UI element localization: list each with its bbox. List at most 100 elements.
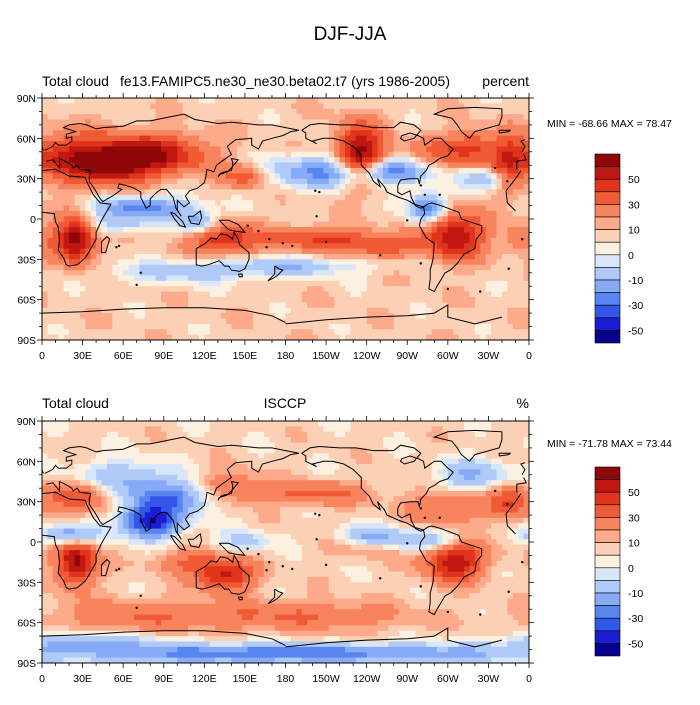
heatmap-cell: [280, 222, 286, 228]
heatmap-cell: [318, 270, 324, 276]
heatmap-cell: [480, 120, 486, 126]
heatmap-cell: [313, 448, 319, 454]
heatmap-cell: [432, 443, 438, 449]
heatmap-cell: [302, 308, 308, 314]
heatmap-cell: [96, 98, 102, 104]
heatmap-cell: [286, 136, 292, 142]
heatmap-cell: [204, 453, 210, 459]
heatmap-cell: [513, 275, 519, 281]
heatmap-cell: [166, 249, 172, 255]
heatmap-cell: [388, 168, 394, 174]
heatmap-cell: [145, 130, 151, 136]
heatmap-cell: [215, 184, 221, 190]
heatmap-cell: [410, 259, 416, 265]
heatmap-cell: [134, 329, 140, 335]
heatmap-cell: [302, 216, 308, 222]
heatmap-cell: [518, 286, 524, 292]
heatmap-cell: [53, 146, 59, 152]
heatmap-cell: [172, 443, 178, 449]
heatmap-cell: [172, 421, 178, 427]
heatmap-cell: [129, 222, 135, 228]
heatmap-cell: [426, 448, 432, 454]
heatmap-cell: [367, 157, 373, 163]
heatmap-cell: [264, 249, 270, 255]
heatmap-cell: [291, 232, 297, 238]
heatmap-cell: [334, 195, 340, 201]
heatmap-cell: [383, 98, 389, 104]
x-tick-label: 90W: [396, 350, 418, 362]
heatmap-cell: [183, 125, 189, 131]
heatmap-cell: [291, 329, 297, 335]
island-mark: [521, 238, 523, 240]
heatmap-cell: [361, 281, 367, 287]
heatmap-cell: [166, 157, 172, 163]
heatmap-cell: [215, 275, 221, 281]
heatmap-cell: [80, 238, 86, 244]
heatmap-cell: [69, 227, 75, 233]
heatmap-cell: [340, 432, 346, 438]
heatmap-cell: [199, 163, 205, 169]
heatmap-cell: [329, 222, 335, 228]
heatmap-cell: [334, 211, 340, 217]
heatmap-cell: [102, 318, 108, 324]
heatmap-cell: [194, 281, 200, 287]
heatmap-cell: [323, 216, 329, 222]
heatmap-cell: [426, 292, 432, 298]
heatmap-cell: [329, 184, 335, 190]
heatmap-cell: [150, 318, 156, 324]
heatmap-cell: [118, 259, 124, 265]
heatmap-cell: [459, 141, 465, 147]
heatmap-cell: [388, 179, 394, 185]
heatmap-cell: [145, 421, 151, 427]
heatmap-cell: [399, 222, 405, 228]
heatmap-cell: [102, 222, 108, 228]
heatmap-cell: [123, 238, 129, 244]
heatmap-cell: [161, 163, 167, 169]
heatmap-cell: [480, 179, 486, 185]
heatmap-cell: [96, 136, 102, 142]
heatmap-cell: [426, 421, 432, 427]
heatmap-cell: [469, 421, 475, 427]
heatmap-cell: [459, 459, 465, 465]
heatmap-cell: [85, 130, 91, 136]
heatmap-cell: [513, 136, 519, 142]
heatmap-cell: [394, 437, 400, 443]
heatmap-cell: [264, 232, 270, 238]
heatmap-cell: [107, 109, 113, 115]
heatmap-cell: [58, 206, 64, 212]
heatmap-cell: [286, 179, 292, 185]
heatmap-cell: [172, 254, 178, 260]
heatmap-cell: [318, 152, 324, 158]
heatmap-cell: [199, 136, 205, 142]
heatmap-cell: [166, 421, 172, 427]
heatmap-cell: [150, 152, 156, 158]
heatmap-cell: [129, 421, 135, 427]
heatmap-cell: [248, 243, 254, 249]
heatmap-cell: [145, 254, 151, 260]
heatmap-cell: [286, 292, 292, 298]
heatmap-cell: [42, 329, 48, 335]
heatmap-cell: [204, 189, 210, 195]
heatmap-cell: [129, 243, 135, 249]
heatmap-cell: [53, 292, 59, 298]
heatmap-cell: [291, 98, 297, 104]
heatmap-cell: [469, 297, 475, 303]
heatmap-cell: [437, 302, 443, 308]
heatmap-cell: [253, 259, 259, 265]
heatmap-cell: [134, 292, 140, 298]
heatmap-cell: [156, 109, 162, 115]
heatmap-cell: [231, 249, 237, 255]
heatmap-cell: [367, 152, 373, 158]
heatmap-cell: [215, 146, 221, 152]
heatmap-cell: [231, 206, 237, 212]
heatmap-cell: [405, 281, 411, 287]
heatmap-cell: [177, 179, 183, 185]
heatmap-cell: [296, 157, 302, 163]
heatmap-cell: [215, 114, 221, 120]
heatmap-cell: [296, 318, 302, 324]
heatmap-cell: [221, 459, 227, 465]
heatmap-cell: [318, 308, 324, 314]
heatmap-cell: [334, 243, 340, 249]
heatmap-cell: [91, 249, 97, 255]
heatmap-cell: [286, 206, 292, 212]
